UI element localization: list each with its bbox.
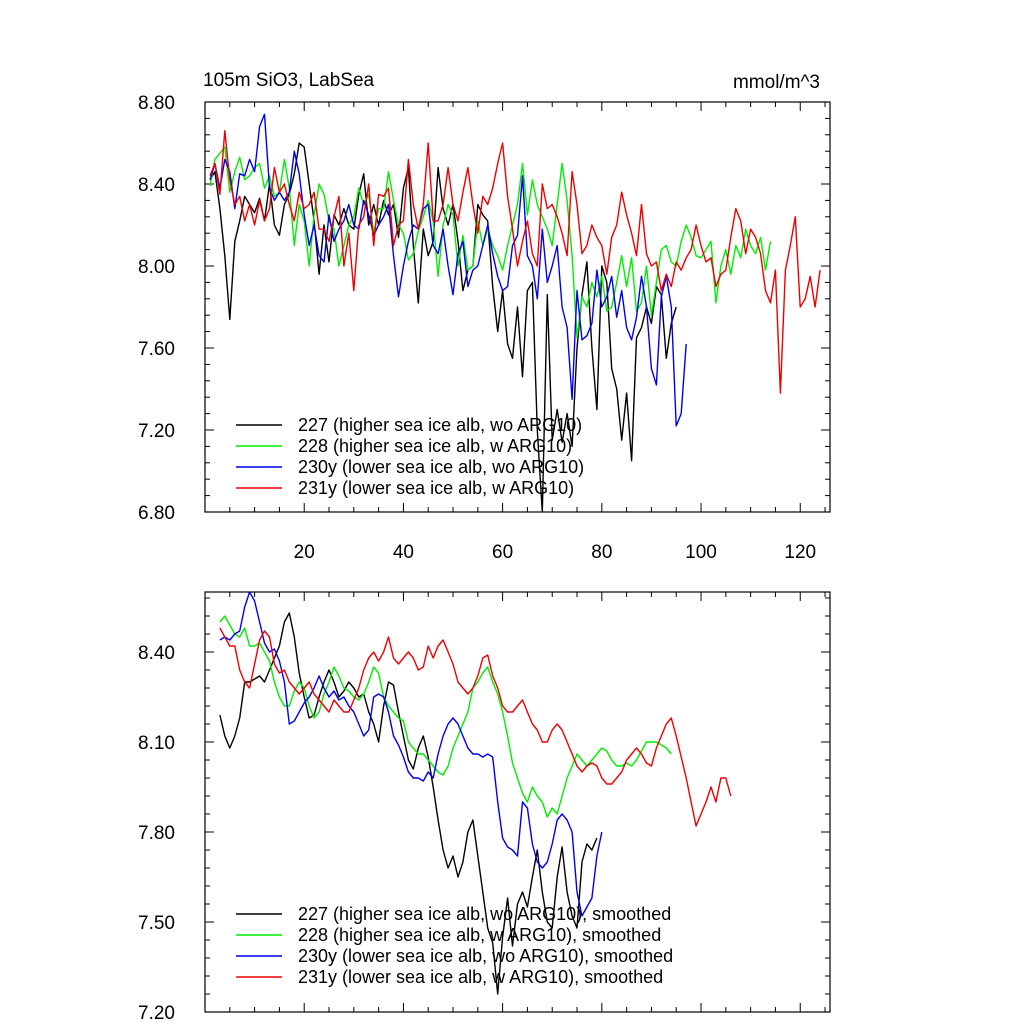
series-line-231y	[209, 129, 821, 394]
legend-top: 227 (higher sea ice alb, wo ARG10)228 (h…	[236, 415, 584, 498]
y-tick-label: 7.20	[138, 421, 175, 442]
tick-group-bottom	[205, 592, 830, 1013]
y-tick-label: 8.10	[138, 733, 175, 754]
x-tick-label: 120	[784, 542, 816, 563]
y-tick-label: 8.80	[138, 93, 175, 114]
legend-label-227: 227 (higher sea ice alb, wo ARG10)	[298, 415, 582, 435]
tick-labels-top: 20 40 60 80 100 120 6.80 7.20 7.60 8.00 8.40 8.80	[138, 93, 816, 563]
y-tick-label: 7.20	[138, 1003, 175, 1024]
tick-group-top	[205, 101, 830, 513]
y-tick-label: 8.40	[138, 175, 175, 196]
chart-title: 105m SiO3, LabSea	[203, 70, 375, 91]
units-label: mmol/m^3	[733, 72, 820, 93]
x-tick-label: 80	[591, 542, 612, 563]
y-tick-label: 6.80	[138, 503, 175, 524]
x-tick-label: 20	[294, 542, 315, 563]
series-line-230y	[209, 113, 687, 427]
plot-frame-top	[204, 101, 831, 513]
legend-label-230y: 230y (lower sea ice alb, wo ARG10)	[298, 457, 584, 477]
y-tick-label: 8.00	[138, 257, 175, 278]
y-tick-label: 7.50	[138, 913, 175, 934]
series-group-top	[209, 113, 821, 512]
legend-bottom: 227 (higher sea ice alb, wo ARG10), smoo…	[236, 904, 673, 987]
tick-labels-bottom: 7.20 7.50 7.80 8.10 8.40	[138, 643, 175, 1024]
y-tick-label: 7.80	[138, 823, 175, 844]
x-tick-label: 100	[685, 542, 717, 563]
y-tick-label: 7.60	[138, 339, 175, 360]
panel-top: 20 40 60 80 100 120 6.80 7.20 7.60 8.00 8.40 8.80 2…	[138, 93, 831, 563]
series-line-227	[219, 612, 598, 995]
legend-label-231y: 231y (lower sea ice alb, w ARG10)	[298, 478, 574, 498]
series-group-bottom	[219, 592, 732, 995]
legend-label-230y: 230y (lower sea ice alb, wo ARG10), smoo…	[298, 946, 673, 966]
legend-label-231y: 231y (lower sea ice alb, w ARG10), smoot…	[298, 967, 663, 987]
x-tick-label: 60	[492, 542, 513, 563]
plot-frame-bottom	[204, 591, 831, 1013]
panel-bottom: 7.20 7.50 7.80 8.10 8.40 227 (higher sea ice…	[138, 591, 831, 1024]
series-line-230y	[219, 592, 603, 917]
legend-label-227: 227 (higher sea ice alb, wo ARG10), smoo…	[298, 904, 671, 924]
x-tick-label: 40	[393, 542, 414, 563]
legend-label-228: 228 (higher sea ice alb, w ARG10), smoot…	[298, 925, 661, 945]
legend-label-228: 228 (higher sea ice alb, w ARG10)	[298, 436, 572, 456]
y-tick-label: 8.40	[138, 643, 175, 664]
series-line-231y	[219, 627, 732, 827]
